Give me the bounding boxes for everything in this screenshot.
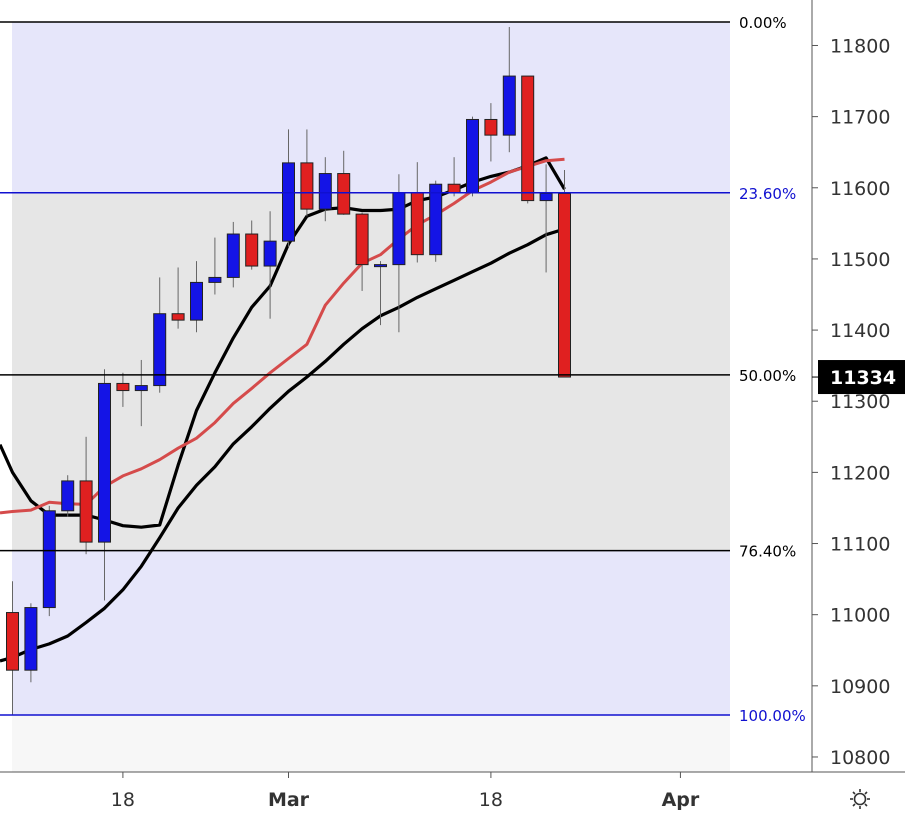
candle-body	[116, 382, 130, 392]
price-tick-label: 11100	[830, 534, 890, 556]
price-tick-label: 11300	[830, 391, 890, 413]
candle-body	[245, 233, 259, 267]
candle-body	[337, 173, 351, 215]
candle	[116, 372, 130, 407]
settings-gear-icon[interactable]	[850, 789, 870, 809]
time-axis-ticks[interactable]: 18 Mar 18 Apr	[111, 772, 700, 811]
candle	[61, 475, 75, 517]
fib-band-0	[12, 22, 730, 193]
candle-body	[521, 75, 535, 202]
candle-body	[318, 173, 332, 210]
candle-body	[153, 313, 167, 387]
band-bottom	[12, 715, 730, 772]
candle-body	[171, 313, 185, 321]
price-tick-label: 11700	[830, 107, 890, 129]
fib-band-1	[12, 192, 730, 375]
candle	[355, 212, 369, 291]
candle	[300, 129, 314, 217]
candle-body	[263, 240, 277, 267]
candle-body	[484, 118, 498, 136]
candle-body	[6, 612, 19, 671]
candle-body	[374, 264, 387, 268]
time-tick-label: Apr	[662, 789, 700, 811]
candle	[171, 267, 185, 329]
fib-label-0: 0.00%	[739, 14, 787, 32]
fib-band-3	[12, 550, 730, 715]
candle-body	[410, 192, 424, 256]
fib-level-lines: 0.00% 23.60% 50.00% 76.40% 100.00%	[0, 14, 806, 725]
candle-body	[42, 510, 56, 609]
candle-body	[392, 192, 406, 266]
fib-band-2	[12, 374, 730, 551]
candle-body	[447, 183, 461, 194]
price-tick-label: 11600	[830, 178, 890, 200]
candle-body	[539, 192, 553, 202]
candle	[521, 75, 535, 204]
fib-label-1: 23.60%	[739, 185, 796, 203]
price-tick-label: 10900	[830, 676, 890, 698]
candle-body	[98, 382, 111, 543]
candle	[558, 169, 571, 378]
candle	[318, 157, 332, 222]
band-top	[12, 0, 730, 22]
time-tick-label: 18	[479, 789, 503, 811]
candle	[24, 603, 38, 683]
price-tick-label: 10800	[830, 747, 890, 769]
candle	[374, 261, 387, 326]
current-price-tag: 11334	[812, 360, 905, 395]
fib-label-2: 50.00%	[739, 367, 796, 385]
candle-body	[502, 75, 516, 136]
candle-body	[190, 281, 203, 321]
current-price-box	[818, 360, 905, 395]
candle	[429, 180, 443, 262]
price-tick-label: 11800	[830, 35, 890, 57]
candle	[263, 211, 277, 319]
candle	[6, 581, 19, 715]
candle	[245, 220, 259, 270]
ma-line-2	[0, 227, 565, 663]
candle	[466, 116, 479, 197]
candle-body	[79, 480, 93, 543]
price-tick-label: 11400	[830, 320, 890, 342]
time-tick-label: 18	[111, 789, 135, 811]
axes	[0, 0, 905, 773]
candle-body	[208, 276, 222, 283]
candle	[502, 26, 516, 153]
candle-body	[558, 192, 571, 378]
candle-body	[300, 162, 314, 210]
candle-body	[282, 162, 295, 242]
candle	[79, 436, 93, 555]
candle	[153, 277, 167, 393]
candle-body	[355, 213, 369, 266]
candle	[337, 150, 351, 215]
candle	[42, 505, 56, 617]
candle-body	[24, 607, 38, 671]
current-price-label: 11334	[830, 367, 896, 389]
candle-body	[429, 183, 443, 256]
candle	[208, 237, 222, 295]
candle	[98, 369, 111, 601]
price-axis-ticks: 10800 10900 11000 11100 11200 11300 11400 11500…	[812, 35, 890, 769]
candle	[282, 129, 295, 247]
fib-zone-bands	[12, 0, 730, 772]
price-tick-label: 11500	[830, 249, 890, 271]
candle-body	[226, 233, 240, 278]
candle	[226, 221, 240, 288]
price-tick-label: 11000	[830, 605, 890, 627]
time-tick-label: Mar	[268, 789, 310, 811]
fib-label-4: 100.00%	[739, 707, 806, 725]
price-tick-label: 11200	[830, 462, 890, 484]
candle	[190, 261, 203, 333]
candles	[6, 26, 571, 715]
candle	[484, 103, 498, 162]
fib-label-3: 76.40%	[739, 543, 796, 561]
candle-body	[134, 385, 148, 392]
candle-body	[466, 118, 479, 194]
candle	[134, 359, 148, 427]
candle-body	[61, 480, 75, 512]
